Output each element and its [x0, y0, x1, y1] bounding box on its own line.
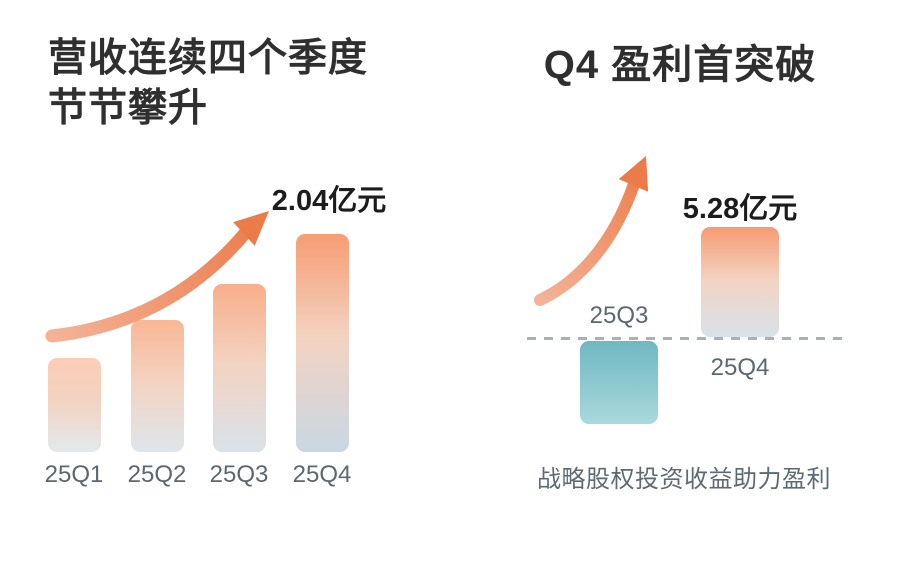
revenue-value-label: 2.04亿元 — [271, 185, 387, 217]
revenue-title-line2: 节节攀升 — [48, 87, 209, 130]
revenue-title: 营收连续四个季度 节节攀升 — [48, 34, 368, 134]
bar-25Q4 — [295, 234, 349, 452]
category-label-25Q1: 25Q1 — [44, 461, 104, 488]
zero-baseline — [527, 337, 843, 340]
profit-value-label: 5.28亿元 — [682, 193, 798, 225]
category-label-25Q2: 25Q2 — [127, 461, 187, 488]
revenue-title-line1: 营收连续四个季度 — [48, 37, 369, 80]
profit-title: Q4 盈利首突破 — [543, 43, 817, 87]
category-label-25Q3: 25Q3 — [589, 302, 649, 329]
category-label-25Q4: 25Q4 — [292, 461, 352, 488]
bar-25Q3 — [580, 341, 658, 424]
category-label-25Q3: 25Q3 — [209, 461, 269, 488]
category-label-25Q4: 25Q4 — [710, 354, 770, 381]
bar-25Q4 — [701, 227, 779, 337]
profit-caption: 战略股权投资收益助力盈利 — [537, 466, 831, 493]
bar-25Q1 — [47, 358, 101, 452]
